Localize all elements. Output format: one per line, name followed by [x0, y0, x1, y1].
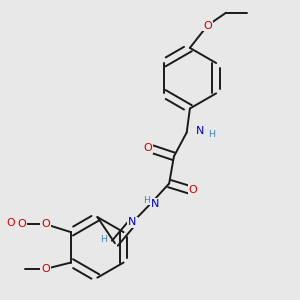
Text: O: O: [17, 219, 26, 229]
Text: N: N: [196, 126, 204, 136]
Text: N: N: [128, 218, 136, 227]
Text: O: O: [189, 185, 197, 195]
Text: O: O: [203, 20, 212, 31]
Text: O: O: [143, 143, 152, 153]
Text: H: H: [143, 196, 150, 205]
Text: N: N: [151, 199, 159, 209]
Text: O: O: [41, 264, 50, 274]
Text: H: H: [100, 235, 107, 244]
Text: O: O: [41, 219, 50, 229]
Text: O: O: [6, 218, 15, 228]
Text: H: H: [208, 130, 215, 140]
